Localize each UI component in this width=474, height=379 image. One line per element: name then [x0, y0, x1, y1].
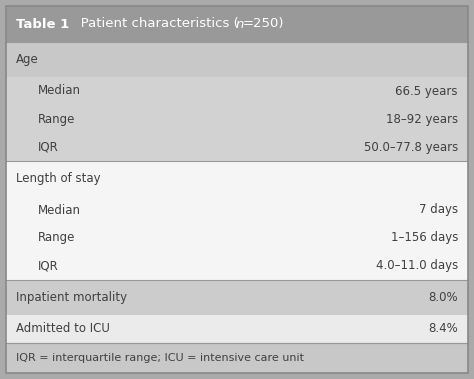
- Text: Patient characteristics (: Patient characteristics (: [68, 17, 239, 30]
- Bar: [6, 133, 468, 161]
- Bar: [6, 224, 468, 252]
- Text: Age: Age: [16, 53, 39, 66]
- Text: IQR: IQR: [38, 260, 59, 273]
- Text: 7 days: 7 days: [419, 204, 458, 216]
- Bar: [6, 252, 468, 280]
- Bar: [6, 280, 468, 315]
- Text: 4.0–11.0 days: 4.0–11.0 days: [376, 260, 458, 273]
- Text: 18–92 years: 18–92 years: [386, 113, 458, 125]
- Text: IQR = interquartile range; ICU = intensive care unit: IQR = interquartile range; ICU = intensi…: [16, 353, 304, 363]
- Bar: [6, 77, 468, 105]
- Bar: [6, 161, 468, 196]
- Text: Length of stay: Length of stay: [16, 172, 100, 185]
- Text: 1–156 days: 1–156 days: [391, 232, 458, 244]
- Text: Median: Median: [38, 204, 81, 216]
- Bar: [6, 42, 468, 77]
- Text: n: n: [236, 17, 245, 30]
- Text: Table 1: Table 1: [16, 17, 69, 30]
- Text: =250): =250): [243, 17, 284, 30]
- Text: Range: Range: [38, 232, 75, 244]
- Text: Admitted to ICU: Admitted to ICU: [16, 323, 110, 335]
- Text: Range: Range: [38, 113, 75, 125]
- Bar: [6, 315, 468, 343]
- Bar: [6, 6, 468, 42]
- Bar: [6, 343, 468, 373]
- Text: IQR: IQR: [38, 141, 59, 153]
- Text: Median: Median: [38, 85, 81, 97]
- Text: 66.5 years: 66.5 years: [395, 85, 458, 97]
- Text: 8.0%: 8.0%: [428, 291, 458, 304]
- Bar: [6, 196, 468, 224]
- Text: 50.0–77.8 years: 50.0–77.8 years: [364, 141, 458, 153]
- Bar: [6, 105, 468, 133]
- Text: 8.4%: 8.4%: [428, 323, 458, 335]
- Text: Inpatient mortality: Inpatient mortality: [16, 291, 127, 304]
